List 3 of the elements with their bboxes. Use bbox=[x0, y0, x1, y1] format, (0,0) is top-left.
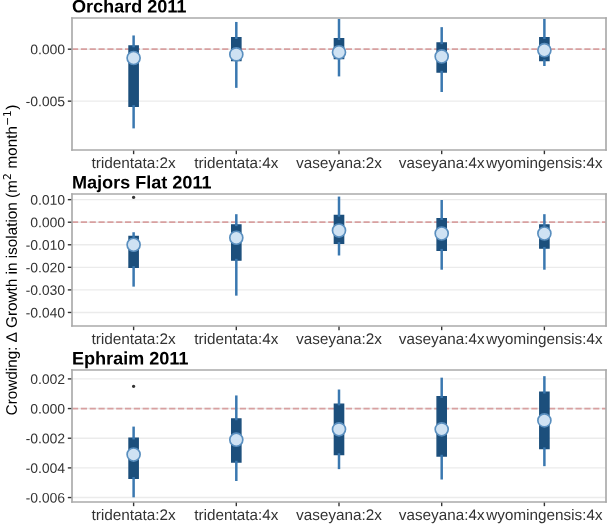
chart-title: Ephraim 2011 bbox=[73, 351, 188, 369]
chart-title: Orchard 2011 bbox=[72, 0, 186, 13]
chart-title: Majors Flat 2011 bbox=[73, 175, 211, 193]
